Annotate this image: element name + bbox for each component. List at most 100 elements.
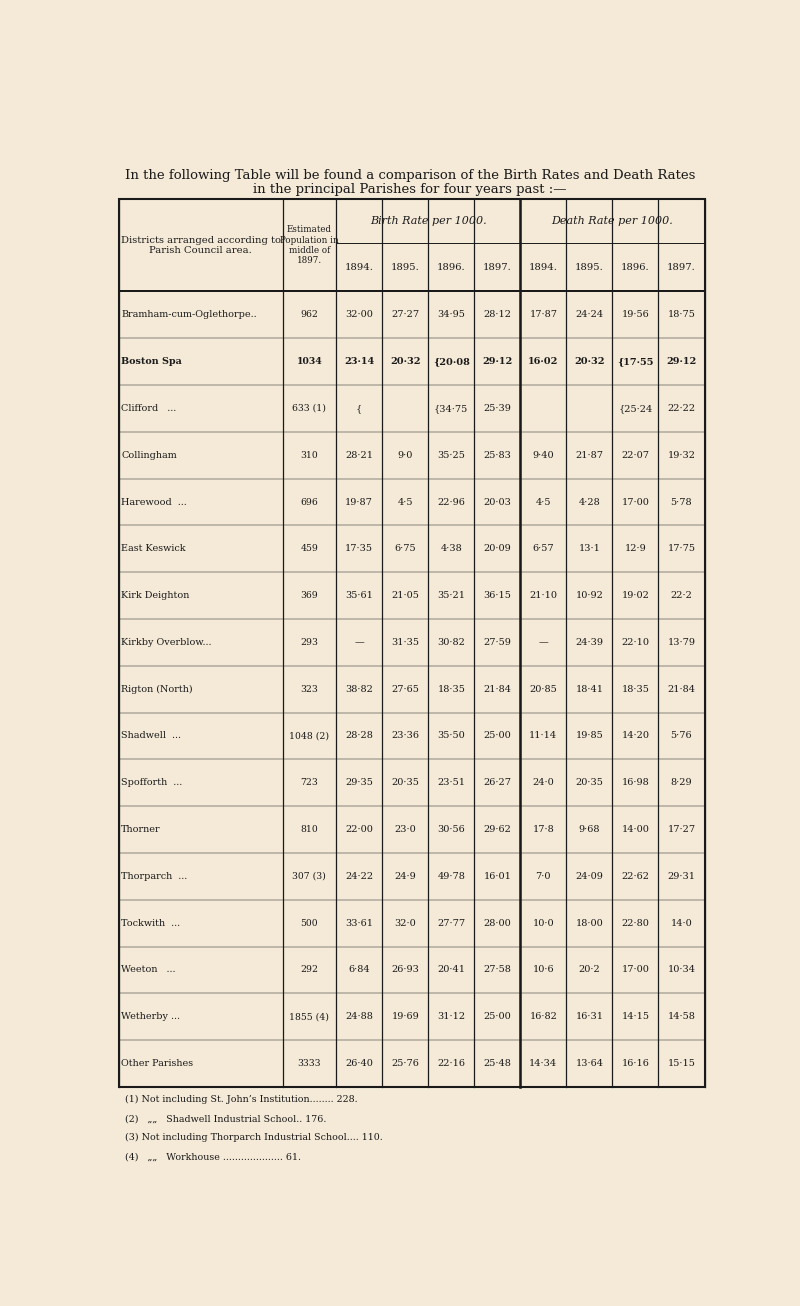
Text: 16·82: 16·82 <box>530 1012 558 1021</box>
Text: 25·00: 25·00 <box>483 1012 511 1021</box>
Text: 12·9: 12·9 <box>625 545 646 554</box>
Text: 17·27: 17·27 <box>667 825 695 835</box>
Text: 34·95: 34·95 <box>438 311 466 320</box>
Text: (3) Not including Thorparch Industrial School.... 110.: (3) Not including Thorparch Industrial S… <box>125 1134 382 1143</box>
Text: Collingham: Collingham <box>121 451 177 460</box>
Text: 24·39: 24·39 <box>575 637 603 646</box>
Text: 16·02: 16·02 <box>528 357 558 366</box>
Text: 6·84: 6·84 <box>348 965 370 974</box>
Text: 3333: 3333 <box>298 1059 321 1068</box>
Text: Death Rate per 1000.: Death Rate per 1000. <box>551 217 674 226</box>
Text: 633 (1): 633 (1) <box>292 404 326 413</box>
Text: (4)   „„   Workhouse .................... 61.: (4) „„ Workhouse .................... 61… <box>125 1152 301 1161</box>
Text: 310: 310 <box>301 451 318 460</box>
Text: 10·6: 10·6 <box>533 965 554 974</box>
Text: 16·01: 16·01 <box>483 872 511 880</box>
Text: 1048 (2): 1048 (2) <box>290 731 330 741</box>
Text: 18·00: 18·00 <box>575 918 603 927</box>
Text: Wetherby ...: Wetherby ... <box>121 1012 180 1021</box>
Text: Rigton (North): Rigton (North) <box>121 684 193 693</box>
Text: 24·0: 24·0 <box>533 778 554 788</box>
Text: 962: 962 <box>301 311 318 320</box>
Text: Bramham-cum-Oglethorpe..: Bramham-cum-Oglethorpe.. <box>121 311 257 320</box>
Text: 22·10: 22·10 <box>622 637 650 646</box>
Text: 696: 696 <box>301 498 318 507</box>
Text: 21·84: 21·84 <box>667 684 695 693</box>
Text: 20·32: 20·32 <box>574 357 605 366</box>
Text: Weeton   ...: Weeton ... <box>121 965 175 974</box>
Text: 30·56: 30·56 <box>438 825 465 835</box>
Text: 22·96: 22·96 <box>438 498 466 507</box>
Text: {25·24: {25·24 <box>618 404 653 413</box>
Text: Districts arranged according to
Parish Council area.: Districts arranged according to Parish C… <box>121 235 281 255</box>
Text: 32·0: 32·0 <box>394 918 416 927</box>
Text: 22·00: 22·00 <box>346 825 373 835</box>
Text: Estimated
Population in
middle of
1897.: Estimated Population in middle of 1897. <box>280 225 338 265</box>
Text: 13·64: 13·64 <box>575 1059 603 1068</box>
Text: 369: 369 <box>301 592 318 601</box>
Text: Shadwell  ...: Shadwell ... <box>121 731 181 741</box>
Text: 20·09: 20·09 <box>483 545 511 554</box>
Text: 35·21: 35·21 <box>438 592 466 601</box>
Text: 29·31: 29·31 <box>667 872 695 880</box>
Text: 20·2: 20·2 <box>578 965 600 974</box>
Text: 9·0: 9·0 <box>398 451 413 460</box>
Text: 20·35: 20·35 <box>575 778 603 788</box>
Text: 14·58: 14·58 <box>667 1012 695 1021</box>
Text: 17·8: 17·8 <box>533 825 554 835</box>
Text: 25·00: 25·00 <box>483 731 511 741</box>
Text: 38·82: 38·82 <box>346 684 373 693</box>
Text: 4·5: 4·5 <box>398 498 413 507</box>
Text: 14·0: 14·0 <box>670 918 692 927</box>
Text: 10·34: 10·34 <box>667 965 695 974</box>
Text: 9·40: 9·40 <box>533 451 554 460</box>
Text: 293: 293 <box>301 637 318 646</box>
Text: 500: 500 <box>301 918 318 927</box>
Text: 21·84: 21·84 <box>483 684 511 693</box>
Text: (1) Not including St. John’s Institution........ 228.: (1) Not including St. John’s Institution… <box>125 1094 358 1104</box>
Text: 22·80: 22·80 <box>622 918 650 927</box>
Text: 27·58: 27·58 <box>483 965 511 974</box>
Text: 18·35: 18·35 <box>622 684 650 693</box>
Text: 20·41: 20·41 <box>438 965 466 974</box>
Text: 27·27: 27·27 <box>391 311 419 320</box>
Text: {34·75: {34·75 <box>434 404 469 413</box>
Text: 35·61: 35·61 <box>346 592 373 601</box>
Text: 18·75: 18·75 <box>667 311 695 320</box>
Text: 28·00: 28·00 <box>483 918 511 927</box>
Text: 17·00: 17·00 <box>622 965 650 974</box>
Text: 35·50: 35·50 <box>438 731 465 741</box>
Text: 26·27: 26·27 <box>483 778 511 788</box>
Text: Thorner: Thorner <box>121 825 161 835</box>
Text: 23·0: 23·0 <box>394 825 416 835</box>
Text: 17·35: 17·35 <box>346 545 374 554</box>
Text: 17·87: 17·87 <box>530 311 558 320</box>
Text: 810: 810 <box>301 825 318 835</box>
Text: 1855 (4): 1855 (4) <box>290 1012 330 1021</box>
Text: 1895.: 1895. <box>575 263 604 272</box>
Text: 14·34: 14·34 <box>530 1059 558 1068</box>
Text: 31·12: 31·12 <box>438 1012 466 1021</box>
Text: 35·25: 35·25 <box>438 451 466 460</box>
Text: 23·14: 23·14 <box>344 357 374 366</box>
Text: 29·62: 29·62 <box>483 825 511 835</box>
Text: 20·32: 20·32 <box>390 357 421 366</box>
Text: 25·83: 25·83 <box>483 451 511 460</box>
Text: 22·16: 22·16 <box>438 1059 466 1068</box>
Text: 1896.: 1896. <box>621 263 650 272</box>
Text: 24·88: 24·88 <box>346 1012 373 1021</box>
Text: 29·12: 29·12 <box>666 357 697 366</box>
Text: Clifford   ...: Clifford ... <box>121 404 176 413</box>
Text: {: { <box>356 404 362 413</box>
Text: 9·68: 9·68 <box>578 825 600 835</box>
Text: East Keswick: East Keswick <box>121 545 186 554</box>
Text: 1894.: 1894. <box>529 263 558 272</box>
Text: {20·08: {20·08 <box>433 357 470 366</box>
Text: 6·75: 6·75 <box>394 545 416 554</box>
Text: 25·39: 25·39 <box>483 404 511 413</box>
Text: Kirk Deighton: Kirk Deighton <box>121 592 190 601</box>
Text: (2)   „„   Shadwell Industrial School.. 176.: (2) „„ Shadwell Industrial School.. 176. <box>125 1114 326 1123</box>
Text: 21·05: 21·05 <box>391 592 419 601</box>
Text: 323: 323 <box>301 684 318 693</box>
Text: 23·51: 23·51 <box>438 778 466 788</box>
